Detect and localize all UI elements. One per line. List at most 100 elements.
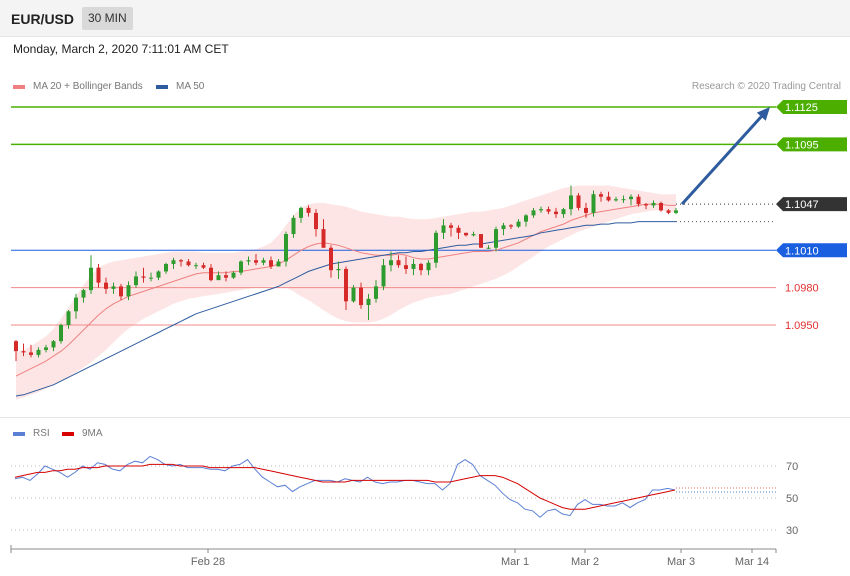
candle-body	[509, 225, 513, 227]
ma20-swatch	[13, 84, 25, 89]
candle-body	[636, 196, 641, 205]
candle-body	[29, 352, 33, 355]
candle	[119, 283, 123, 301]
candle-body	[546, 209, 551, 212]
candle-body	[381, 265, 386, 287]
legend-ma50: MA 50	[156, 81, 204, 92]
candle-body	[501, 225, 506, 230]
candle	[96, 263, 101, 288]
candle-body	[344, 268, 348, 302]
candle	[231, 271, 236, 279]
pivot-label: 1.1010	[785, 245, 819, 257]
candle-body	[276, 261, 281, 267]
candle	[584, 202, 588, 218]
candle-body	[456, 227, 461, 233]
candle-body	[411, 263, 416, 269]
candle	[554, 207, 558, 218]
rsi-swatch	[13, 431, 25, 436]
candle-body	[96, 267, 101, 283]
rsi-tick-label: 50	[786, 493, 798, 505]
candle	[569, 185, 573, 216]
candle	[546, 206, 551, 215]
candle	[66, 310, 71, 329]
candle	[276, 258, 281, 267]
ma9-line	[14, 463, 676, 510]
candle	[44, 344, 48, 353]
candle	[344, 266, 348, 311]
candle	[209, 263, 213, 282]
timeframe-button[interactable]: 30 MIN	[82, 7, 133, 30]
candle	[36, 347, 41, 358]
candle-body	[486, 247, 491, 249]
candle-body	[321, 229, 326, 248]
last-price-label: 1.1047	[785, 199, 819, 211]
support-label: 1.0980	[785, 283, 819, 295]
rsi-line	[14, 455, 676, 518]
support-label: 1.0950	[785, 320, 819, 332]
candle-body	[186, 261, 191, 266]
candle	[539, 206, 543, 213]
candle	[164, 262, 168, 274]
candle-body	[396, 260, 401, 266]
candle-body	[216, 275, 221, 281]
candle-body	[494, 229, 498, 248]
resistance-tag-bg	[776, 100, 847, 114]
candle	[561, 207, 566, 218]
credit-text: Research © 2020 Trading Central	[691, 81, 841, 92]
candle	[501, 222, 506, 236]
candle	[216, 271, 221, 281]
candle	[531, 207, 536, 218]
resistance-label: 1.1095	[785, 139, 819, 151]
candle	[396, 255, 401, 268]
candle	[111, 282, 116, 294]
candle-body	[606, 196, 611, 201]
candle	[104, 277, 108, 294]
candle	[239, 260, 243, 276]
candle-body	[539, 209, 543, 211]
candle-body	[666, 210, 671, 213]
x-tick-label: Mar 1	[501, 556, 529, 568]
candle-body	[659, 202, 663, 211]
candle-body	[74, 297, 78, 312]
candle-body	[231, 272, 236, 278]
projection-arrow-head	[756, 107, 770, 121]
panel-divider	[0, 417, 850, 418]
candle	[284, 231, 288, 267]
candle-body	[554, 211, 558, 215]
candle-body	[576, 195, 581, 208]
candle	[14, 339, 18, 362]
candle	[381, 258, 386, 291]
candle	[201, 262, 206, 269]
candle	[59, 323, 63, 344]
candle-body	[614, 199, 618, 201]
ma50-legend-label: MA 50	[176, 81, 205, 92]
rsi-chart: 70 50 30 Feb 28 Mar 1 Mar 2 Mar 3 Mar 14	[10, 455, 798, 568]
candle-body	[464, 232, 468, 236]
candle-body	[141, 276, 146, 278]
candle-body	[479, 234, 483, 248]
candle	[336, 261, 341, 279]
legend-9ma: 9MA	[62, 428, 103, 439]
candle	[359, 282, 363, 309]
candle	[74, 293, 78, 319]
ma9-legend-label: 9MA	[82, 428, 103, 439]
candle-body	[59, 325, 63, 342]
candle-body	[179, 260, 183, 262]
candle-body	[246, 260, 251, 262]
candle-body	[261, 260, 266, 263]
candle-body	[126, 285, 131, 297]
candle	[261, 257, 266, 266]
candle	[629, 194, 633, 206]
candle-body	[171, 260, 176, 264]
candle-body	[561, 209, 566, 215]
legend-ma20: MA 20 + Bollinger Bands	[13, 81, 143, 92]
candle	[186, 258, 191, 267]
candle	[494, 226, 498, 252]
candle	[126, 281, 131, 301]
candle-body	[621, 199, 626, 201]
candle-body	[44, 347, 48, 350]
candle	[674, 207, 678, 215]
candle-body	[194, 265, 198, 267]
candle	[614, 196, 618, 202]
candle-body	[599, 194, 603, 197]
